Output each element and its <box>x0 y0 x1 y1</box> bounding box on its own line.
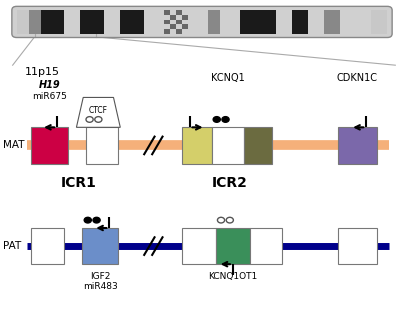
Bar <box>220 10 240 34</box>
Bar <box>208 10 220 34</box>
Circle shape <box>222 117 229 122</box>
Bar <box>170 24 176 29</box>
Text: ICR1: ICR1 <box>60 176 96 190</box>
Polygon shape <box>76 97 120 127</box>
Bar <box>338 228 377 264</box>
Bar <box>164 29 170 34</box>
Bar <box>120 10 144 34</box>
Text: miR483: miR483 <box>83 283 118 291</box>
Bar <box>182 127 212 163</box>
Bar <box>338 127 377 163</box>
Bar <box>308 10 324 34</box>
Circle shape <box>218 217 225 223</box>
Bar <box>30 228 64 264</box>
Text: CTCF: CTCF <box>89 106 108 115</box>
Bar <box>182 228 216 264</box>
Bar <box>216 228 250 264</box>
Text: MAT: MAT <box>3 140 24 150</box>
Bar <box>40 10 64 34</box>
Bar <box>340 10 372 34</box>
Bar <box>182 15 188 20</box>
Bar <box>82 228 118 264</box>
Circle shape <box>213 117 220 122</box>
Bar <box>164 10 170 15</box>
Bar <box>80 10 104 34</box>
Text: KCNQ1OT1: KCNQ1OT1 <box>208 272 258 281</box>
Circle shape <box>86 117 93 122</box>
Bar <box>292 10 308 34</box>
Text: 11p15: 11p15 <box>25 67 60 77</box>
Bar <box>164 20 170 24</box>
Circle shape <box>93 217 100 223</box>
Bar <box>164 10 188 34</box>
Text: IGF2: IGF2 <box>90 272 110 281</box>
Bar <box>260 10 276 34</box>
Bar <box>212 127 244 163</box>
Bar <box>176 29 182 34</box>
Bar <box>182 24 188 29</box>
Bar <box>30 127 68 163</box>
Bar <box>176 20 182 24</box>
Bar <box>28 10 40 34</box>
Bar <box>324 10 340 34</box>
Circle shape <box>84 217 91 223</box>
Bar <box>372 10 387 34</box>
Text: H19: H19 <box>39 80 60 89</box>
Bar <box>104 10 120 34</box>
Bar <box>176 10 182 15</box>
Bar <box>64 10 80 34</box>
Bar <box>276 10 292 34</box>
Text: CDKN1C: CDKN1C <box>337 73 378 83</box>
FancyBboxPatch shape <box>12 6 392 38</box>
Bar <box>244 127 272 163</box>
Bar <box>170 15 176 20</box>
Text: KCNQ1: KCNQ1 <box>211 73 245 83</box>
Bar <box>17 10 28 34</box>
Text: ICR2: ICR2 <box>212 176 248 190</box>
Bar <box>240 10 260 34</box>
Text: miR675: miR675 <box>32 92 67 100</box>
Bar <box>188 10 208 34</box>
Bar <box>144 10 164 34</box>
Circle shape <box>226 217 233 223</box>
Text: PAT: PAT <box>3 241 21 251</box>
Bar <box>86 127 118 163</box>
Bar <box>250 228 282 264</box>
Circle shape <box>95 117 102 122</box>
